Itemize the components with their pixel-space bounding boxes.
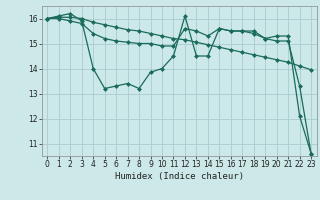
- X-axis label: Humidex (Indice chaleur): Humidex (Indice chaleur): [115, 172, 244, 181]
